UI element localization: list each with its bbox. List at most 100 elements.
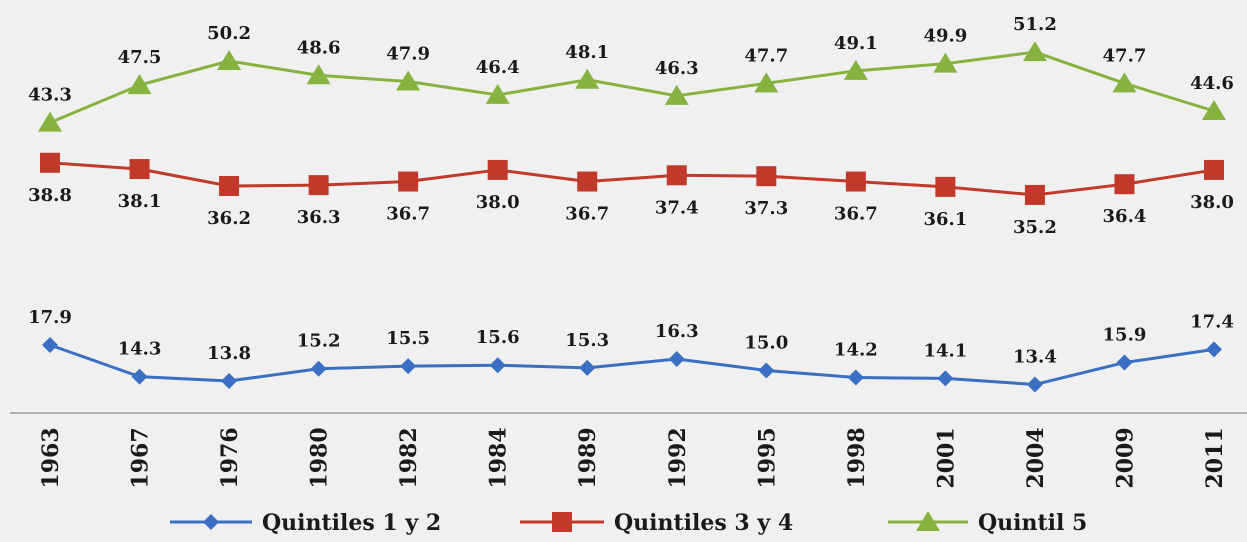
data-point (485, 83, 510, 104)
data-label: 49.1 (834, 33, 878, 54)
data-label: 17.4 (1190, 311, 1234, 332)
data-label: 47.5 (118, 47, 162, 68)
data-label: 44.6 (1190, 73, 1234, 94)
series-quintil-5: 43.3 47.5 50.2 48.6 47.9 46.4 48.1 46.3 47.7 49.1… (28, 14, 1234, 132)
data-label: 14.1 (923, 340, 967, 361)
data-label: 13.8 (207, 343, 251, 364)
legend-item-quintil-5: Quintil 5 (888, 510, 1087, 536)
data-label: 48.1 (565, 42, 609, 63)
data-label: 15.2 (297, 331, 341, 352)
data-point (40, 152, 60, 173)
data-label: 38.0 (476, 192, 520, 213)
series-layer: 17.9 14.3 13.8 15.2 15.5 15.6 15.3 16.3 15.0 14.2… (28, 14, 1234, 393)
data-label: 46.3 (655, 58, 699, 79)
data-label: 14.3 (118, 339, 162, 360)
data-point (310, 360, 327, 377)
data-point (1024, 184, 1045, 205)
data-label: 50.2 (207, 23, 251, 44)
legend-marker (203, 514, 219, 530)
data-point (221, 373, 238, 389)
data-point (489, 357, 506, 374)
data-label: 47.7 (1103, 45, 1147, 66)
data-label: 35.2 (1013, 217, 1057, 238)
series-quintiles-3-y-4: 38.8 38.1 36.2 36.3 36.7 38.0 36.7 37.4 37.3 36.7… (28, 152, 1234, 238)
data-point (668, 351, 685, 368)
data-label: 16.3 (655, 321, 699, 342)
x-tick-label: 1963 (38, 427, 64, 488)
series-line-quintiles-1-y-2 (49, 343, 1215, 387)
data-point (398, 171, 419, 192)
data-label: 38.8 (28, 185, 72, 206)
data-label: 36.3 (297, 207, 341, 228)
x-tick-labels: 1963 1967 1976 1980 1982 1984 1989 1992 1995 1998… (38, 427, 1228, 488)
data-point (1026, 376, 1043, 393)
data-label: 38.0 (1190, 192, 1234, 213)
series-quintiles-1-y-2: 17.9 14.3 13.8 15.2 15.5 15.6 15.3 16.3 15.0 14.2… (28, 307, 1234, 393)
x-tick-label: 2009 (1112, 427, 1138, 488)
data-label: 47.7 (744, 45, 788, 66)
data-point (131, 368, 148, 385)
x-tick-label: 2004 (1023, 427, 1049, 488)
data-point (1202, 100, 1226, 120)
data-point (758, 362, 775, 379)
data-point (754, 72, 779, 93)
data-point (579, 359, 596, 376)
data-point (937, 370, 954, 387)
data-label: 46.4 (476, 57, 520, 78)
data-point (487, 159, 508, 180)
data-label: 36.7 (834, 204, 878, 225)
data-label: 36.2 (207, 208, 251, 229)
x-tick-label: 2001 (933, 427, 959, 488)
data-point (847, 369, 864, 386)
data-point (1206, 341, 1222, 358)
data-label: 36.7 (565, 204, 609, 225)
data-point (1114, 174, 1135, 195)
data-label: 38.1 (118, 191, 162, 212)
data-label: 13.4 (1013, 347, 1057, 368)
data-point (575, 68, 600, 89)
data-label: 17.9 (28, 307, 72, 328)
data-point (219, 176, 240, 196)
legend-item-quintiles-3-y-4: Quintiles 3 y 4 (520, 510, 793, 536)
data-point (843, 59, 868, 80)
data-label: 49.9 (923, 26, 967, 47)
data-point (756, 166, 777, 187)
data-label: 48.6 (297, 37, 341, 58)
data-label: 15.3 (565, 330, 609, 351)
x-tick-label: 1984 (486, 427, 512, 488)
data-point (933, 52, 958, 73)
data-point (1116, 354, 1133, 371)
data-point (577, 171, 598, 192)
data-point (308, 175, 329, 196)
legend-marker (552, 512, 572, 532)
data-label: 43.3 (28, 85, 72, 106)
data-label: 15.0 (744, 332, 788, 353)
data-point (127, 74, 152, 95)
x-tick-label: 1976 (217, 427, 243, 488)
x-tick-label: 1992 (665, 427, 691, 488)
data-point (217, 50, 242, 70)
data-label: 51.2 (1013, 14, 1057, 35)
data-label: 37.4 (655, 197, 699, 218)
data-label: 37.3 (744, 198, 788, 219)
x-tick-label: 1982 (396, 427, 422, 488)
data-point (1204, 159, 1224, 180)
data-point (129, 159, 150, 180)
data-label: 36.1 (923, 209, 967, 230)
data-point (38, 111, 62, 132)
data-point (306, 64, 331, 85)
legend-label: Quintil 5 (978, 510, 1087, 536)
x-tick-label: 1980 (307, 427, 333, 488)
data-label: 36.4 (1103, 206, 1147, 227)
data-point (935, 176, 956, 197)
data-point (666, 165, 687, 186)
x-tick-label: 1995 (754, 427, 780, 488)
data-point (400, 358, 417, 375)
legend-item-quintiles-1-y-2: Quintiles 1 y 2 (170, 510, 441, 536)
legend-label: Quintiles 1 y 2 (262, 510, 441, 536)
series-line-quintil-5 (49, 50, 1215, 124)
data-point (845, 171, 866, 192)
x-tick-label: 1989 (575, 427, 601, 488)
data-point (664, 84, 689, 105)
data-label: 15.6 (476, 327, 520, 348)
